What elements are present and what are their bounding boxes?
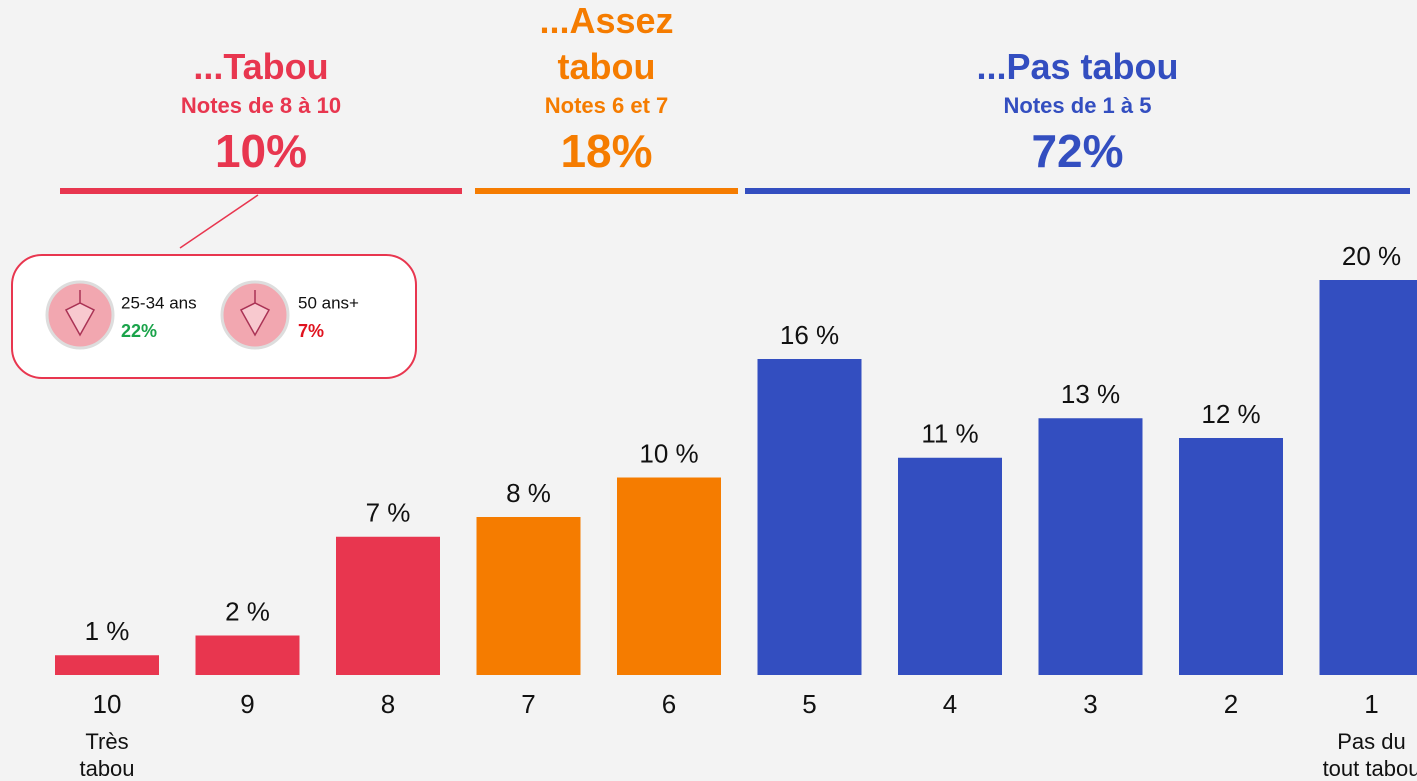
group-share: 10% — [214, 125, 308, 177]
value-label: 1 % — [85, 616, 130, 646]
bar — [55, 655, 159, 675]
callout-label: 50 ans+ — [298, 293, 359, 312]
group-header: ...Assez tabou Notes 6 et 7 18% — [507, 0, 707, 180]
x-tick-note: tout tabou — [1323, 756, 1417, 781]
callout-pointer — [179, 194, 259, 249]
x-tick-label: 10 — [93, 689, 122, 719]
group-subtitle: Notes de 1 à 5 — [1003, 93, 1152, 118]
x-tick-label: 4 — [943, 689, 957, 719]
value-label: 13 % — [1061, 379, 1120, 409]
value-label: 12 % — [1201, 399, 1260, 429]
group-title: ...Tabou — [193, 46, 329, 87]
x-tick-label: 3 — [1083, 689, 1097, 719]
callout-value: 22% — [121, 321, 157, 341]
x-tick-label: 6 — [662, 689, 676, 719]
group-title: ...Assez tabou — [539, 0, 674, 87]
group-share: 18% — [560, 125, 653, 177]
x-tick-note: Très — [85, 729, 128, 754]
callout-box — [11, 254, 417, 379]
bar — [617, 477, 721, 675]
x-tick-note: tabou — [79, 756, 134, 781]
callout-label: 25-34 ans — [121, 293, 197, 312]
group-subtitle: Notes 6 et 7 — [544, 93, 669, 118]
value-label: 11 % — [921, 419, 978, 449]
x-tick-label: 5 — [802, 689, 816, 719]
group-header: ...Pas tabou Notes de 1 à 5 72% — [745, 0, 1410, 180]
value-label: 10 % — [639, 438, 698, 468]
group-title: ...Pas tabou — [976, 46, 1179, 87]
icon-glyph — [64, 290, 96, 337]
group-share: 72% — [1031, 125, 1124, 177]
x-tick-label: 8 — [381, 689, 395, 719]
value-label: 8 % — [506, 478, 551, 508]
bar — [195, 635, 300, 675]
bar — [1179, 438, 1283, 675]
value-label: 7 % — [366, 498, 411, 528]
bar — [757, 359, 862, 675]
value-label: 20 % — [1342, 241, 1401, 271]
value-label: 16 % — [780, 320, 839, 350]
icon-glyph — [239, 290, 271, 337]
bar — [1319, 280, 1417, 675]
value-label: 2 % — [225, 596, 270, 626]
bar — [476, 517, 581, 675]
x-tick-label: 2 — [1224, 689, 1238, 719]
group-subtitle: Notes de 8 à 10 — [180, 93, 342, 118]
callout-value: 7% — [298, 321, 324, 341]
bar — [898, 457, 1002, 675]
x-tick-label: 7 — [521, 689, 535, 719]
bar — [1038, 418, 1143, 675]
x-tick-note: Pas du — [1337, 729, 1406, 754]
bar — [336, 536, 440, 675]
x-tick-label: 9 — [240, 689, 254, 719]
group-header: ...Tabou Notes de 8 à 10 10% — [61, 0, 461, 180]
x-tick-label: 1 — [1364, 689, 1378, 719]
